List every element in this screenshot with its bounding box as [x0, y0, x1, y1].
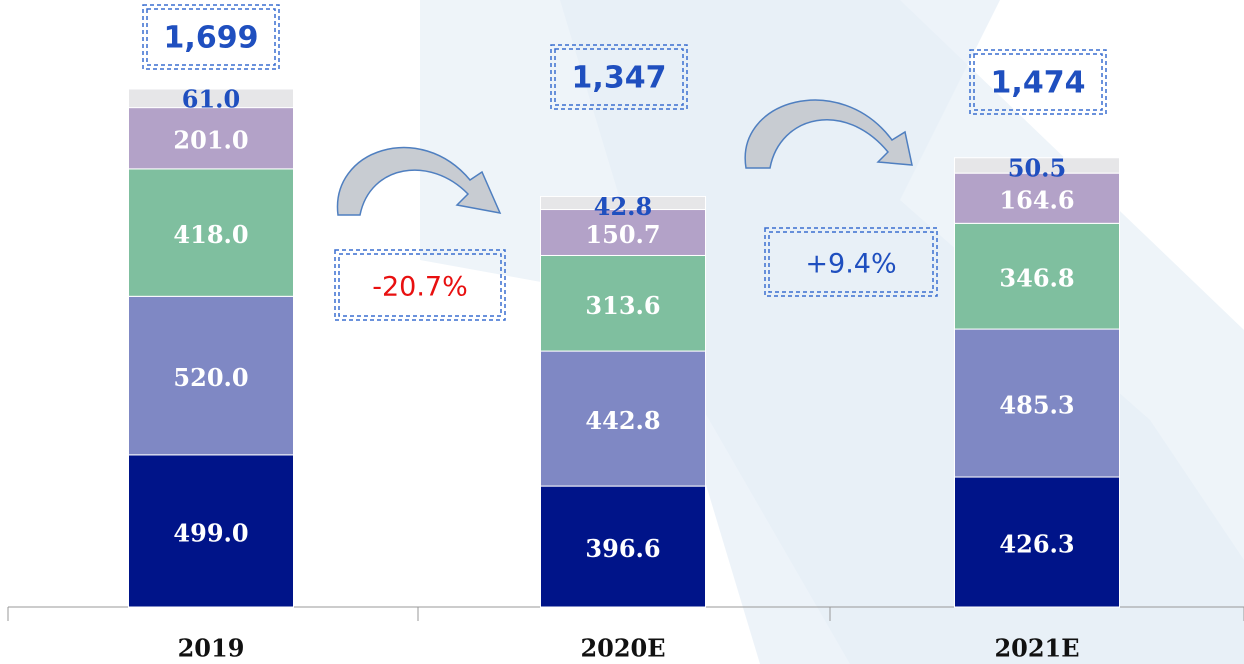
arrow-down [336, 146, 502, 216]
change-annotation: +9.4% [805, 249, 896, 280]
bar-segment [954, 328, 1120, 478]
data-label: 426.3 [999, 530, 1074, 559]
data-label: 499.0 [173, 518, 248, 547]
data-label: 313.6 [585, 291, 660, 320]
data-label: 201.0 [173, 126, 248, 155]
bar-segment [540, 254, 706, 352]
data-label: 418.0 [173, 220, 248, 249]
x-tick-label: 2021E [994, 634, 1079, 663]
box-border [338, 253, 502, 317]
data-label: 442.8 [585, 406, 660, 435]
bar-segment [128, 454, 294, 608]
box-border [334, 249, 506, 321]
data-label: 164.6 [999, 186, 1074, 215]
bar-segment [954, 157, 1120, 174]
data-label: 150.7 [585, 220, 660, 249]
data-label: 42.8 [594, 192, 652, 221]
change-annotation: -20.7% [372, 272, 468, 303]
total-label: 1,347 [572, 61, 667, 96]
box-border [973, 53, 1103, 111]
bar-segment [128, 88, 294, 109]
box-border [550, 44, 688, 110]
data-label: 396.6 [585, 534, 660, 563]
x-tick-label: 2020E [580, 634, 665, 663]
box-border [969, 49, 1107, 115]
box-border [146, 8, 276, 66]
box-border [764, 227, 938, 297]
total-label: 1,699 [164, 21, 259, 56]
x-tick-label: 2019 [178, 634, 245, 663]
data-label: 61.0 [182, 85, 240, 114]
bar-segment [540, 195, 706, 211]
box-border [142, 4, 280, 70]
bar-segment [954, 476, 1120, 608]
arrow-up [744, 99, 913, 169]
data-label: 346.8 [999, 264, 1074, 293]
bar-segment [954, 222, 1120, 330]
box-border [554, 48, 684, 106]
data-label: 520.0 [173, 363, 248, 392]
bar-segment [540, 485, 706, 608]
data-label: 485.3 [999, 391, 1074, 420]
total-label: 1,474 [991, 66, 1086, 101]
data-label: 50.5 [1008, 153, 1066, 182]
bar-segment [540, 209, 706, 256]
bar-segment [954, 172, 1120, 224]
